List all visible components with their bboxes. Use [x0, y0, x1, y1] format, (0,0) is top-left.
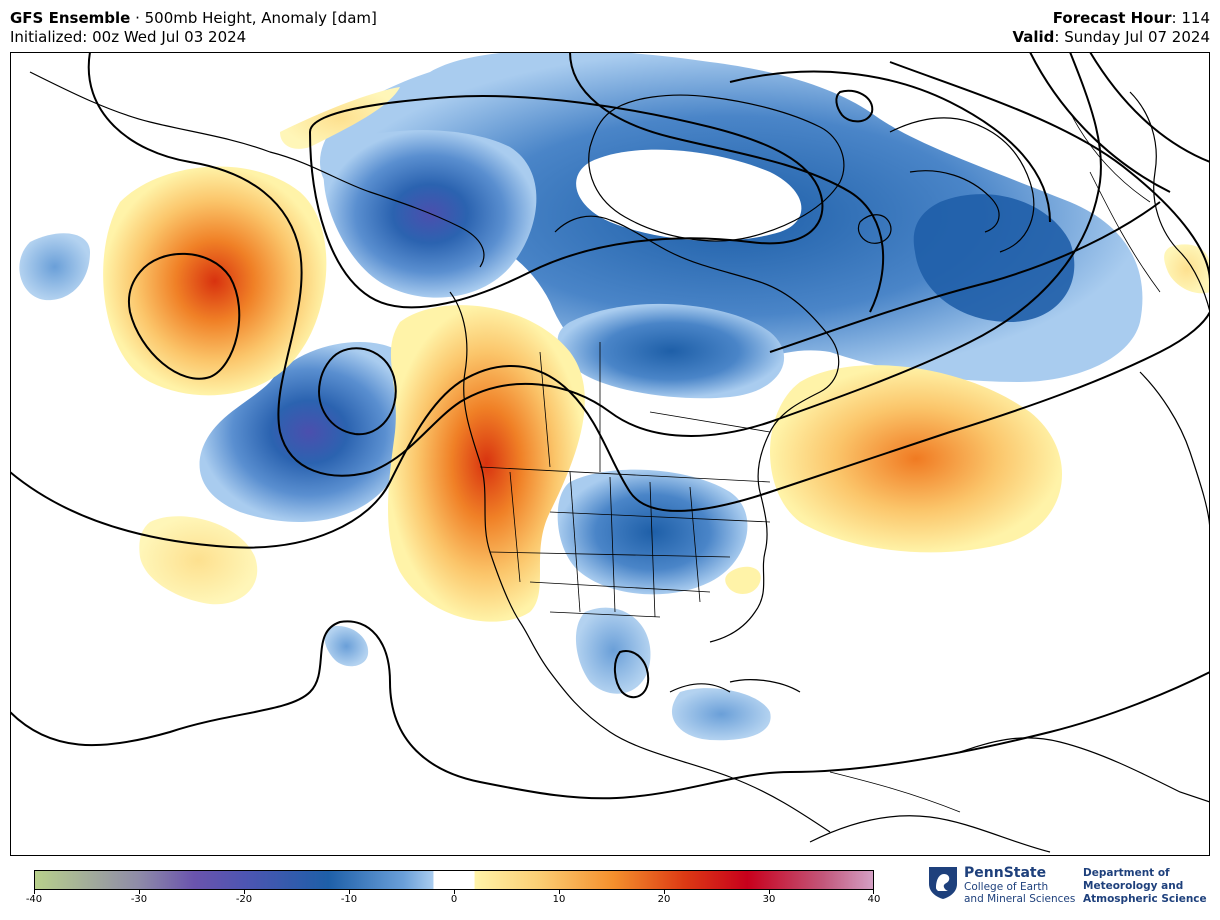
anomaly-map — [10, 52, 1210, 856]
pennstate-name: PennState — [964, 865, 1047, 881]
college-line-2: and Mineral Sciences — [964, 893, 1076, 905]
valid-time: Valid: Sunday Jul 07 2024 — [1012, 28, 1210, 47]
colorbar-tick-mark — [664, 890, 665, 894]
department-line-3: Atmospheric Science — [1083, 893, 1207, 905]
colorbar-tick-label: -40 — [25, 894, 43, 905]
title-separator: · — [130, 9, 145, 27]
colorbar-tick-label: 30 — [762, 894, 776, 905]
colorbar-tick-mark — [873, 890, 874, 894]
initialized-time: Initialized: 00z Wed Jul 03 2024 — [10, 28, 247, 46]
colorbar-ticks: -40 -30 -20 -10 0 10 20 30 40 — [26, 890, 880, 920]
colorbar-tick-label: -10 — [340, 894, 358, 905]
colorbar-tick-mark — [244, 890, 245, 894]
colorbar-tick-mark — [454, 890, 455, 894]
colorbar-tick-label: 0 — [450, 894, 458, 905]
product-name: 500mb Height, Anomaly [dam] — [144, 9, 377, 27]
forecast-hour-value: : 114 — [1171, 9, 1210, 27]
political-borders — [479, 111, 1161, 813]
colorbar-tick-label: -30 — [130, 894, 148, 905]
colorbar-tick-mark — [349, 890, 350, 894]
colorbar-tick-mark — [139, 890, 140, 894]
pennstate-shield-icon — [929, 867, 957, 899]
forecast-hour: Forecast Hour: 114 — [1053, 9, 1210, 28]
valid-value: : Sunday Jul 07 2024 — [1054, 28, 1210, 46]
model-name: GFS Ensemble — [10, 9, 131, 27]
colorbar-tick-mark — [559, 890, 560, 894]
colorbar-tick-mark — [769, 890, 770, 894]
colorbar-tick-label: 40 — [867, 894, 881, 905]
department-line-1: Department of — [1083, 867, 1170, 879]
colorbar-tick-label: 10 — [552, 894, 566, 905]
negative-anomaly-areas — [19, 52, 1143, 741]
colorbar — [34, 870, 874, 890]
pennstate-logo: PennState College of Earth and Mineral S… — [928, 864, 1207, 914]
college-line-1: College of Earth — [964, 881, 1049, 893]
colorbar-tick-label: -20 — [235, 894, 253, 905]
colorbar-tick-label: 20 — [657, 894, 671, 905]
map-title: GFS Ensemble · 500mb Height, Anomaly [da… — [10, 9, 377, 28]
valid-label: Valid — [1012, 28, 1055, 46]
colorbar-fill — [35, 871, 873, 889]
department-line-2: Meteorology and — [1083, 880, 1184, 892]
height-contours — [10, 52, 1210, 800]
forecast-hour-label: Forecast Hour — [1052, 9, 1172, 27]
colorbar-tick-mark — [34, 890, 35, 894]
